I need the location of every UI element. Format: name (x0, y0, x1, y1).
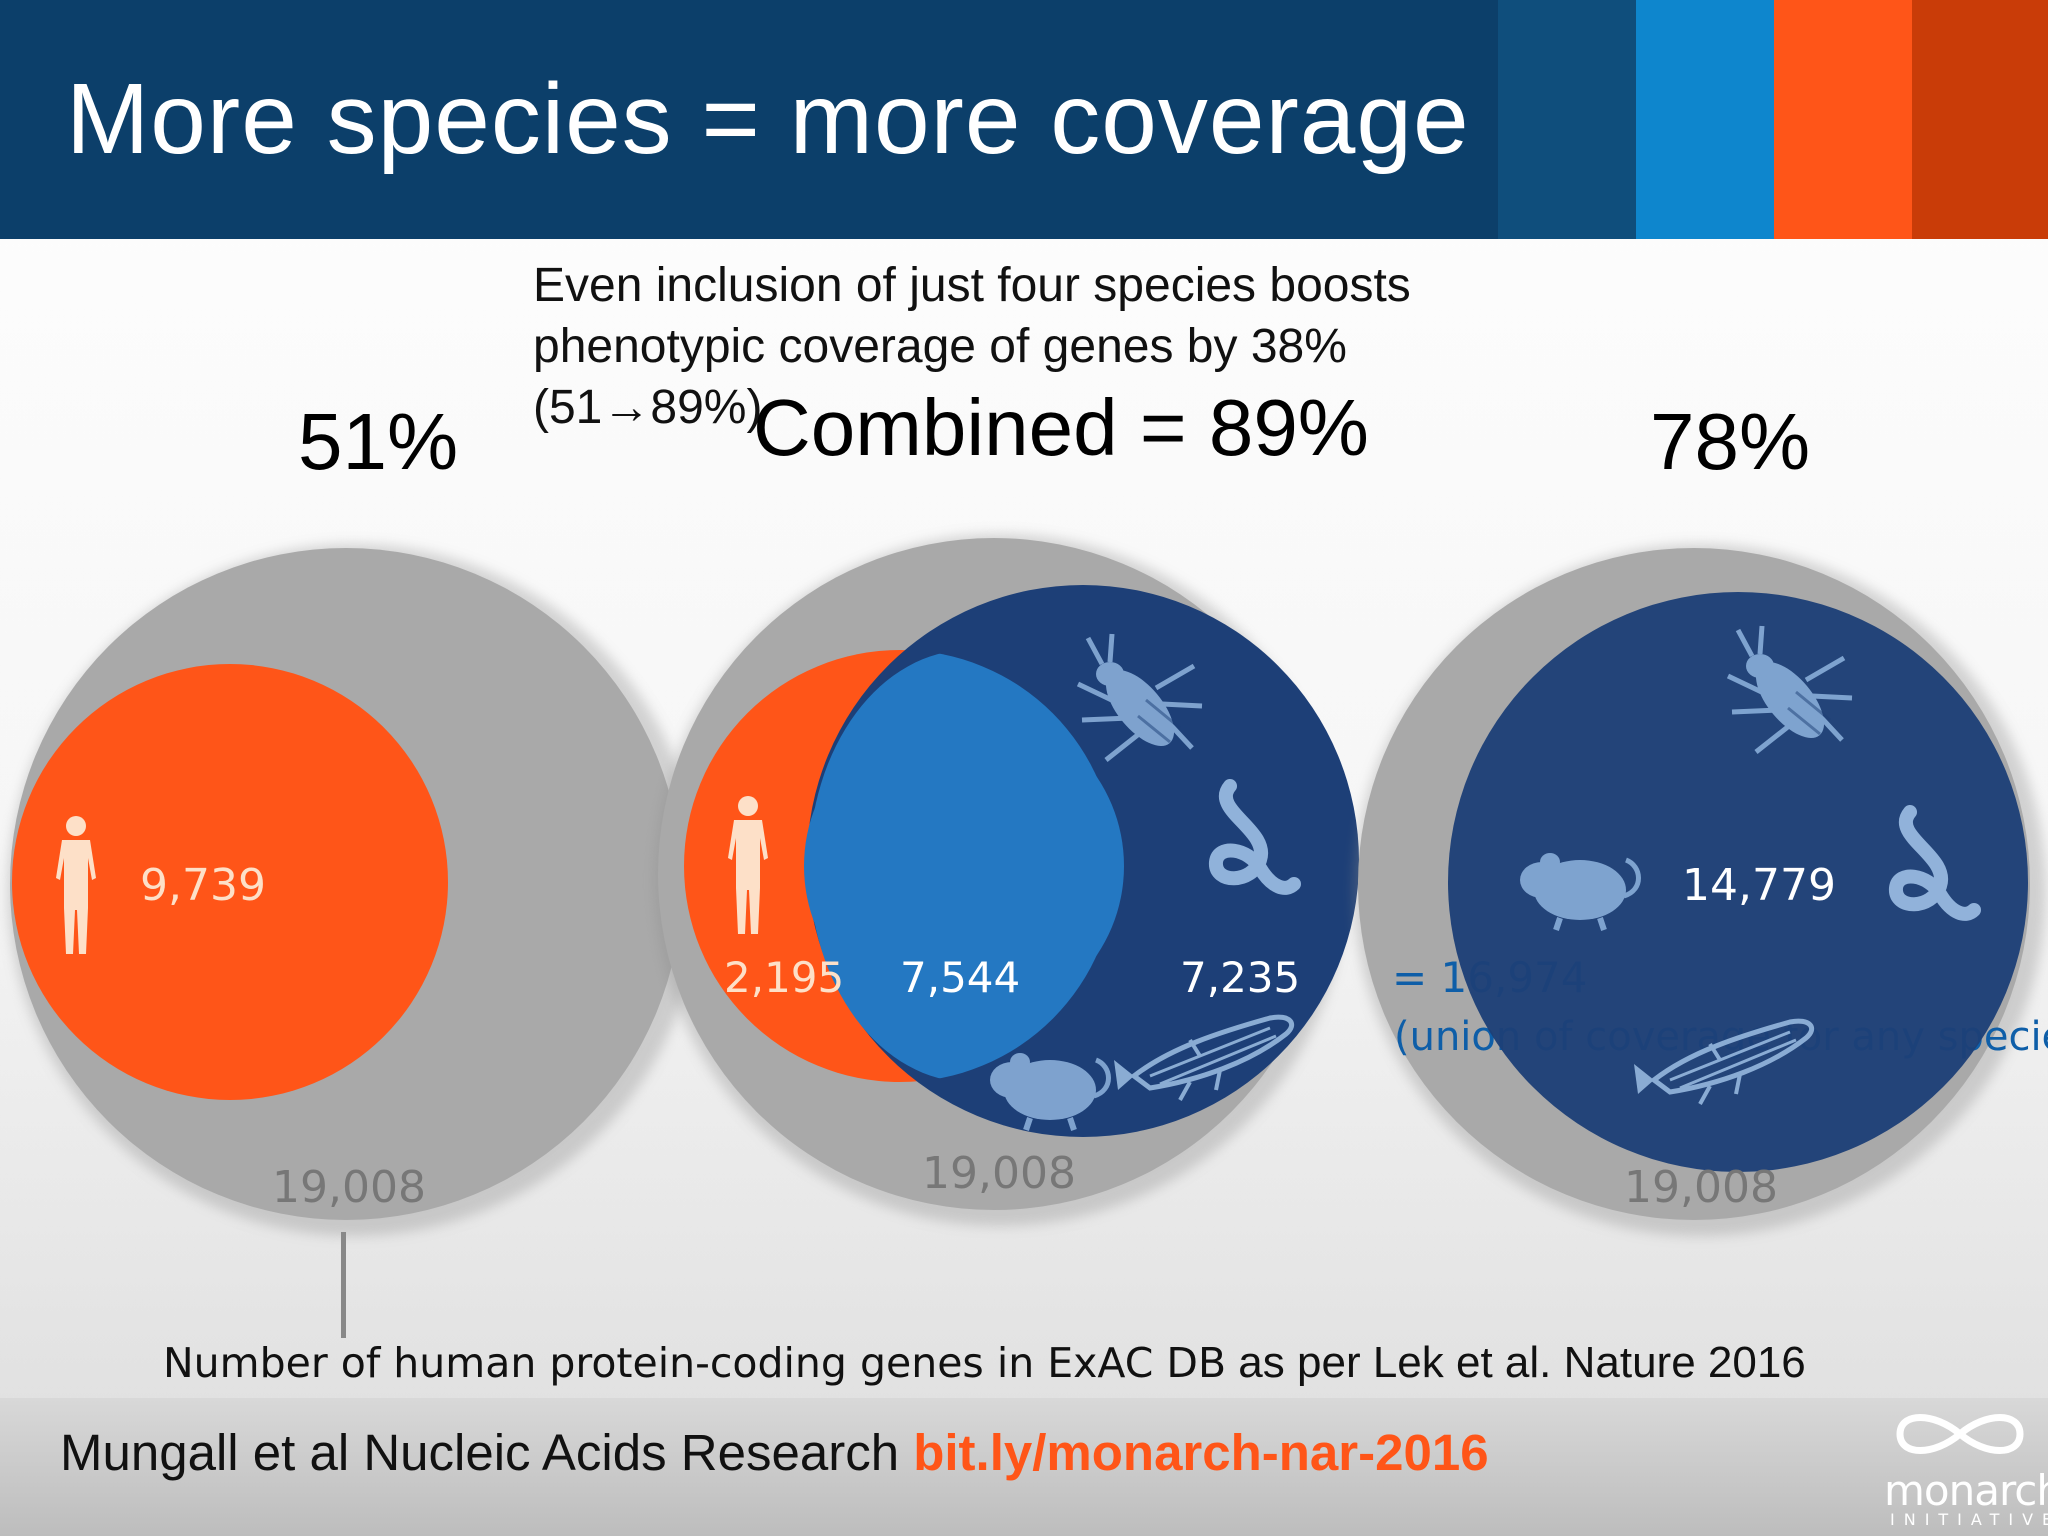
monarch-logo-icon (1896, 1414, 2024, 1454)
callout-line-2: phenotypic coverage of genes by 38% (533, 320, 1347, 373)
left-human-count: 9,739 (140, 860, 266, 911)
right-total-label: 19,008 (1624, 1162, 1778, 1213)
header-stripe-orange (1774, 0, 1912, 239)
ExAC-note: Number of human protein-coding genes in … (163, 1338, 1806, 1388)
left-percent: 51% (298, 397, 459, 486)
callout-text: Even inclusion of just four species boos… (533, 255, 1533, 438)
right-model-circle (1448, 592, 2028, 1172)
citation-text: Mungall et al Nucleic Acids Research (60, 1424, 914, 1481)
right-model-count: 14,779 (1682, 860, 1836, 911)
ExAC-note-part1: Number of human protein-coding genes in … (163, 1339, 1227, 1387)
header-stripe-teal (1498, 0, 1636, 239)
logo-wordmark: monarch (1884, 1466, 2048, 1515)
left-total-label: 19,008 (272, 1162, 426, 1213)
callout-connector-line (341, 1232, 346, 1338)
header-bar: More species = more coverage (0, 0, 2048, 239)
citation: Mungall et al Nucleic Acids Research bit… (60, 1423, 1489, 1482)
middle-model-only-count: 7,235 (1180, 953, 1300, 1002)
slide-title: More species = more coverage (66, 63, 1470, 175)
middle-overlap-fill (809, 650, 1116, 1082)
middle-human-only-count: 2,195 (724, 953, 844, 1002)
combined-percent: Combined = 89% (753, 383, 1369, 472)
callout-line-3: (51→89%) (533, 381, 763, 434)
header-stripe-blue (1636, 0, 1774, 239)
callout-line-1: Even inclusion of just four species boos… (533, 259, 1411, 312)
middle-overlap-count: 7,544 (900, 953, 1020, 1002)
ExAC-note-part2: as per Lek et al. Nature 2016 (1226, 1338, 1806, 1387)
left-human-circle (12, 664, 448, 1100)
header-stripe-rust (1912, 0, 2048, 239)
right-percent: 78% (1650, 397, 1811, 486)
citation-link[interactable]: bit.ly/monarch-nar-2016 (913, 1424, 1489, 1481)
logo-subtitle: INITIATIVE (1890, 1510, 2048, 1529)
footer-bar (0, 1398, 2048, 1536)
middle-total-label: 19,008 (922, 1148, 1076, 1199)
